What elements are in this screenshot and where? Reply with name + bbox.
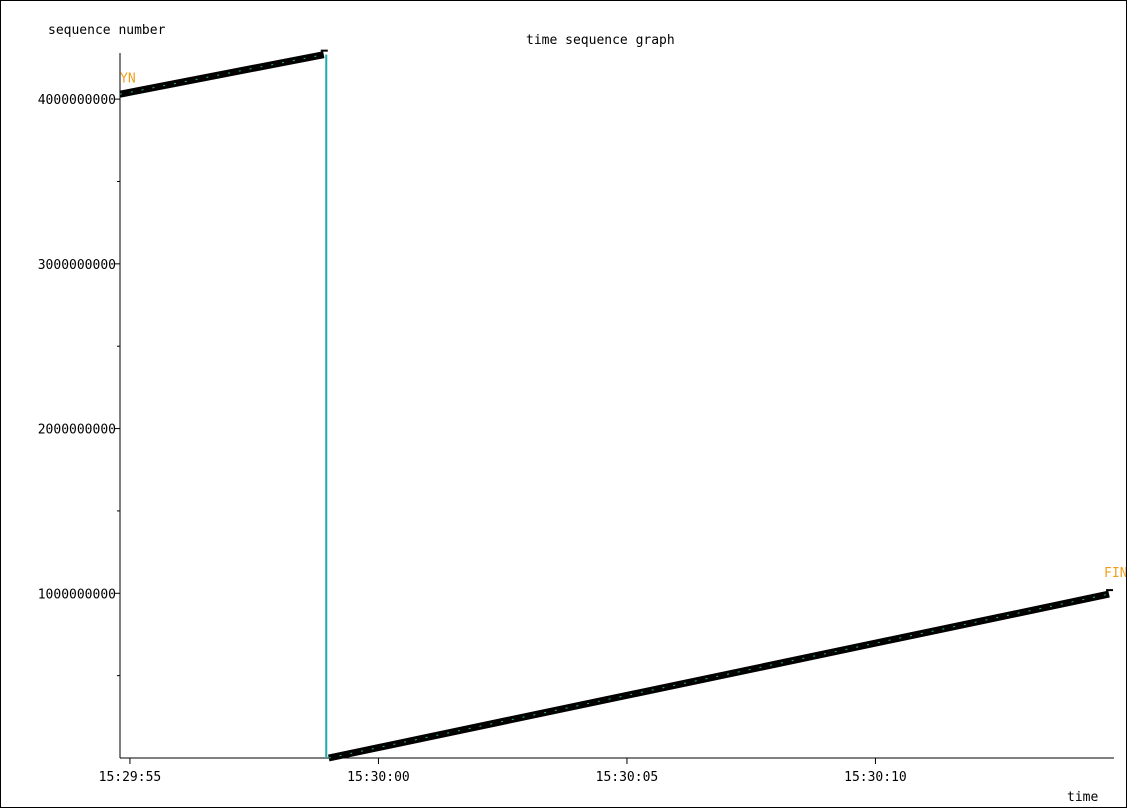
- y-tick-label: 1000000000: [38, 587, 116, 602]
- y-tick-label: 2000000000: [38, 423, 116, 438]
- series-0-highlight: [119, 54, 324, 95]
- x-axis-label: time: [1067, 790, 1098, 805]
- x-tick-label: 15:30:05: [596, 770, 659, 785]
- chart-title: time sequence graph: [526, 33, 675, 48]
- x-tick-label: 15:30:10: [844, 770, 907, 785]
- y-tick-label: 3000000000: [38, 258, 116, 273]
- y-tick-label: 4000000000: [38, 93, 116, 108]
- annotation-label-0: YN: [120, 72, 136, 87]
- x-tick-label: 15:29:55: [99, 770, 162, 785]
- series-layer: [119, 49, 1114, 762]
- y-axis-label: sequence number: [48, 23, 166, 38]
- x-ticks: 15:29:55 15:30:00 15:30:05 15:30:10: [99, 758, 907, 785]
- series-1-band: [328, 590, 1110, 762]
- x-tick-label: 15:30:00: [347, 770, 410, 785]
- series-1-highlight: [328, 593, 1110, 759]
- y-ticks: 1000000000 2000000000 3000000000 4000000000: [38, 93, 120, 677]
- annotation-layer: YN FIN: [120, 72, 1126, 581]
- annotation-label-1: FIN: [1104, 566, 1126, 581]
